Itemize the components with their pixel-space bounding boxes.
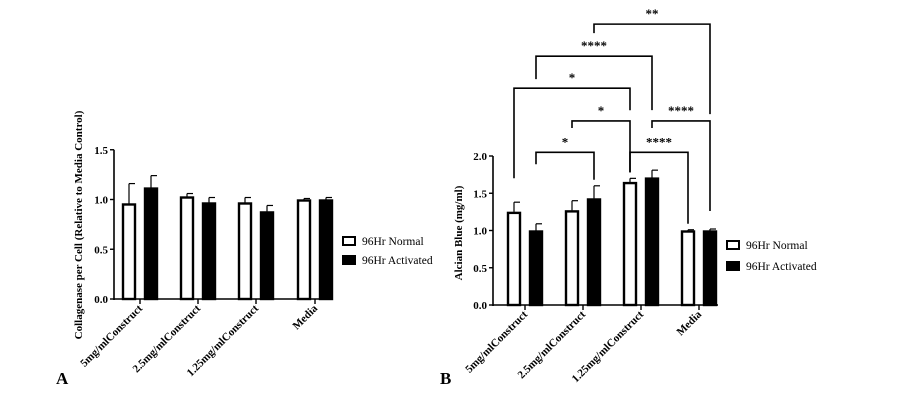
significance-label: * xyxy=(569,70,576,85)
bar-normal xyxy=(506,211,522,307)
significance-label: **** xyxy=(668,103,694,118)
bar-normal xyxy=(564,210,580,307)
x-tick-label: Media xyxy=(674,308,704,338)
panel-label: A xyxy=(56,369,69,388)
chart-panel-a: 0.00.51.01.55mg/mlConstruct2.5mg/mlConst… xyxy=(56,110,433,388)
significance-label: **** xyxy=(581,38,607,53)
bar-normal xyxy=(622,181,638,307)
y-tick-label: 1.0 xyxy=(94,195,108,207)
y-tick-label: 1.5 xyxy=(473,188,487,200)
legend-label: 96Hr Activated xyxy=(746,261,817,273)
legend-swatch-activated xyxy=(726,261,740,271)
bar-activated xyxy=(259,211,275,301)
legend-swatch-normal xyxy=(726,240,740,250)
significance-bracket xyxy=(593,23,711,115)
significance-bracket xyxy=(535,151,595,180)
bar-normal xyxy=(680,230,696,307)
significance-label: * xyxy=(598,103,605,118)
legend-swatch-activated xyxy=(342,255,356,265)
legend-label: 96Hr Activated xyxy=(362,255,433,267)
bar-normal xyxy=(179,196,195,301)
bar-activated xyxy=(528,230,544,307)
bar-normal xyxy=(237,202,253,301)
legend-swatch-normal xyxy=(342,236,356,246)
x-tick-label: 5mg/mlConstruct xyxy=(463,308,530,375)
legend-label: 96Hr Normal xyxy=(746,240,808,252)
y-tick-label: 0.0 xyxy=(473,300,487,312)
bar-activated xyxy=(201,202,217,301)
y-tick-label: 0.5 xyxy=(94,244,108,256)
significance-bracket xyxy=(651,120,711,211)
y-tick-label: 0.5 xyxy=(473,263,487,275)
y-tick-label: 1.5 xyxy=(94,145,108,157)
x-tick-label: Media xyxy=(290,302,320,332)
significance-label: * xyxy=(562,134,569,149)
significance-label: ** xyxy=(646,6,659,21)
y-axis-label: Alcian Blue (mg/ml) xyxy=(453,185,465,280)
bar-activated xyxy=(702,230,718,307)
x-tick-label: 5mg/mlConstruct xyxy=(78,302,145,369)
significance-label: **** xyxy=(646,134,672,149)
y-tick-label: 0.0 xyxy=(94,294,108,306)
legend-label: 96Hr Normal xyxy=(362,236,424,248)
chart-panel-b: 0.00.51.01.52.05mg/mlConstruct2.5mg/mlCo… xyxy=(440,6,817,388)
bar-normal xyxy=(296,199,312,301)
significance-bracket xyxy=(535,55,653,111)
bar-activated xyxy=(586,198,602,307)
panel-label: B xyxy=(440,369,451,388)
significance-bracket xyxy=(513,87,631,179)
bar-activated xyxy=(143,187,159,301)
y-axis-label: Collagenase per Cell (Relative to Media … xyxy=(73,110,85,339)
y-tick-label: 1.0 xyxy=(473,226,487,238)
bar-activated xyxy=(318,199,334,301)
bar-activated xyxy=(644,177,660,307)
significance-bracket xyxy=(629,151,689,224)
significance-bracket xyxy=(571,120,631,173)
y-tick-label: 2.0 xyxy=(473,151,487,163)
bar-normal xyxy=(121,203,137,301)
